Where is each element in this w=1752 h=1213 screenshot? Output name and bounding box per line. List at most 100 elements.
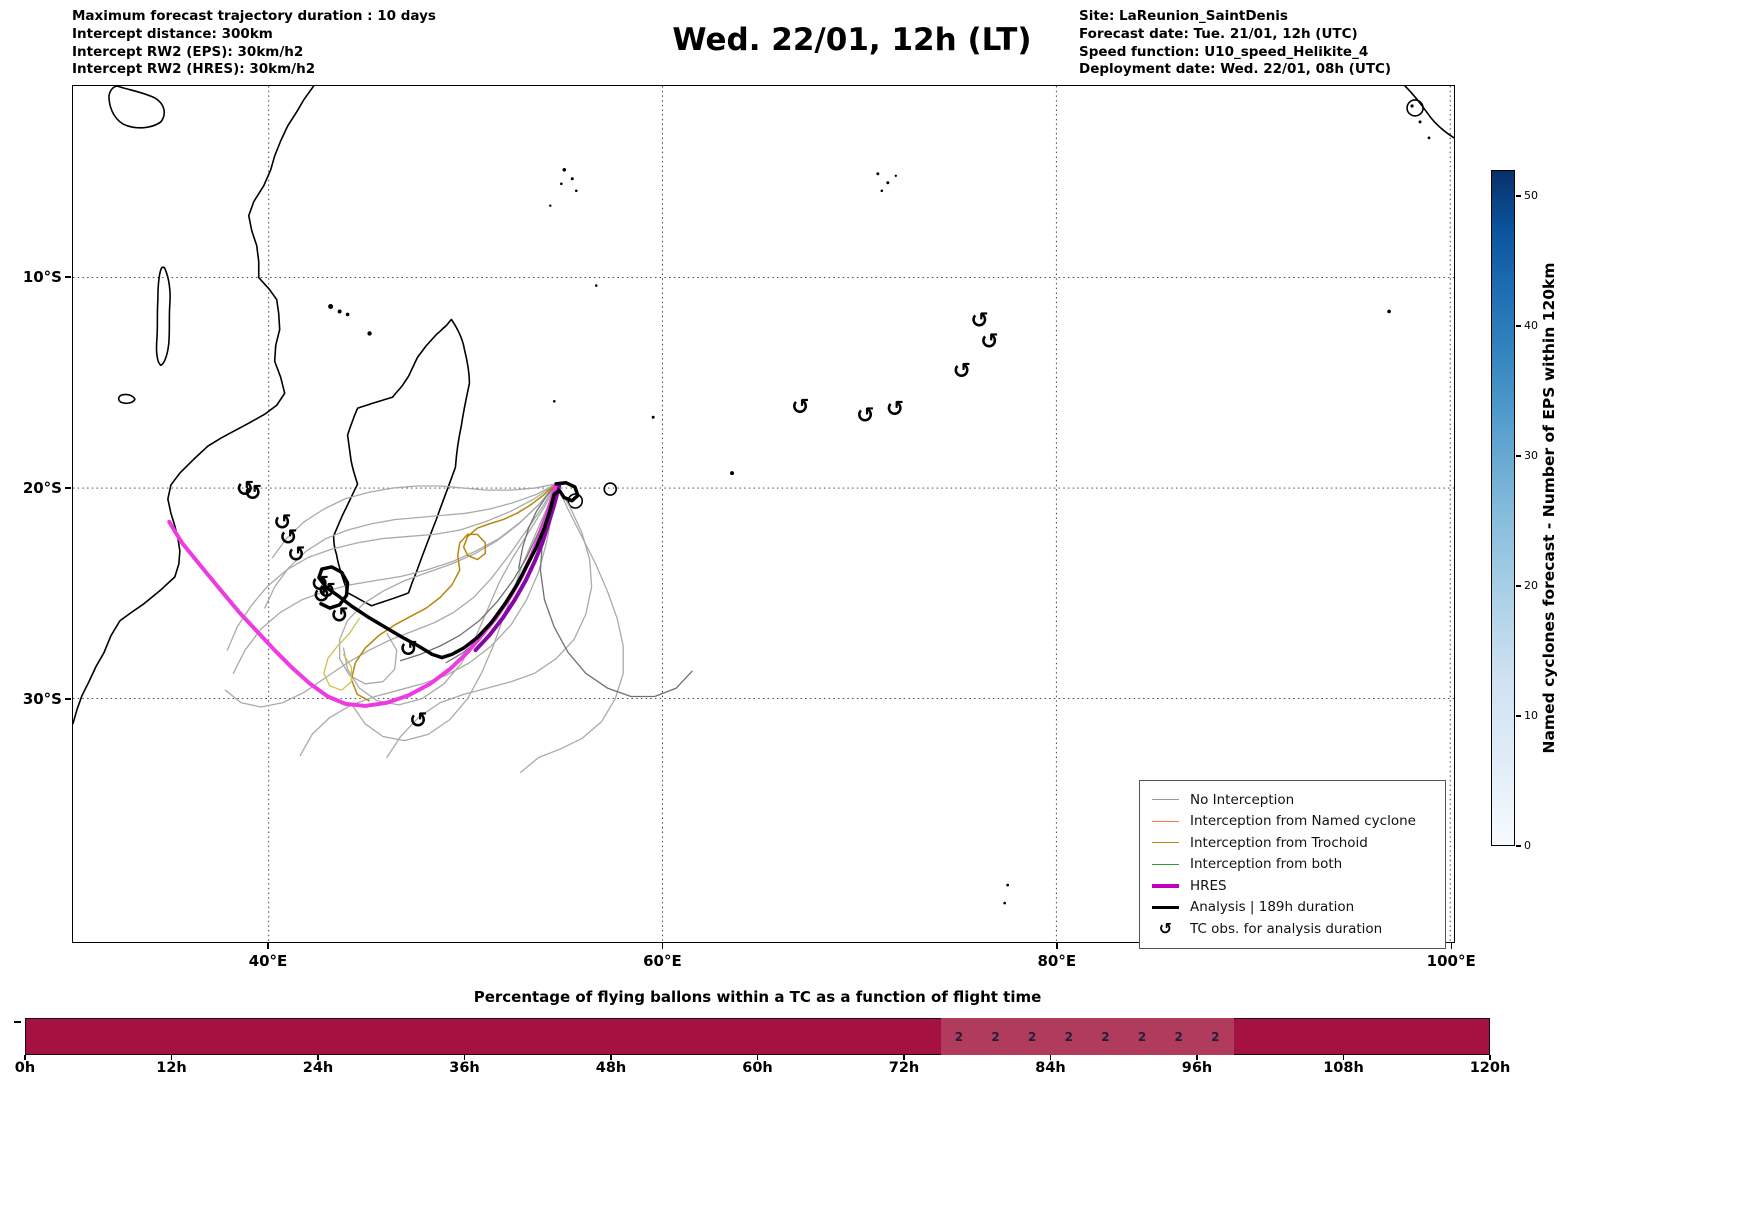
legend-row: Analysis | 189h duration (1152, 897, 1433, 919)
coastline (108, 86, 166, 129)
colorbar-tick-mark (1516, 195, 1521, 197)
legend-row: No Interception (1152, 789, 1433, 811)
island-dot (574, 189, 578, 193)
header-line: Intercept distance: 300km (72, 25, 273, 42)
tc-obs-symbol: ↺ (791, 395, 809, 420)
header-line: Forecast date: Tue. 21/01, 12h (UTC) (1079, 25, 1358, 42)
tc-obs-symbol: ↺ (236, 477, 254, 502)
island-dot (367, 331, 372, 336)
trajectory-hres-near-launch (473, 483, 562, 653)
island-dot (345, 312, 350, 317)
island-dot (328, 303, 334, 309)
island-dot (651, 415, 655, 419)
x-tick-mark (1056, 943, 1058, 949)
bottom-x-tick-label: 12h (156, 1060, 187, 1076)
legend-line-swatch (1152, 883, 1179, 888)
bottom-x-tick-label: 0h (14, 1060, 36, 1076)
page-title: Wed. 22/01, 12h (LT) (672, 22, 1032, 58)
bottom-chart-title: Percentage of flying ballons within a TC… (473, 988, 1042, 1006)
island-dot (1006, 883, 1010, 887)
colorbar-tick-label: 40 (1524, 319, 1538, 332)
x-tick-mark (267, 943, 269, 949)
island-dot (1003, 901, 1006, 905)
tc-percentage-label: 2 (1101, 1030, 1110, 1044)
y-tick-mark (65, 276, 71, 278)
trajectory-no-interception (352, 483, 557, 742)
coastline (1404, 86, 1454, 139)
legend-line-swatch (1152, 905, 1179, 909)
legend: No Interception Interception from Named c… (1139, 780, 1446, 949)
tc-obs-symbol: ↺ (886, 397, 904, 422)
legend-label: No Interception (1190, 791, 1295, 808)
trajectory-trochoid-light (323, 617, 360, 691)
bottom-x-tick-label: 24h (302, 1060, 334, 1076)
tc-obs-symbol: ↺ (970, 309, 988, 334)
island-dot (880, 189, 884, 193)
island-dot (894, 174, 898, 177)
colorbar-tick-mark (1516, 325, 1521, 327)
trajectory-no-interception-dark (539, 483, 693, 698)
tc-obs-symbol: ↺ (318, 579, 336, 604)
y-tick-label: 10°S (22, 268, 62, 286)
coastline (73, 86, 315, 725)
bottom-x-tick-mark (24, 1055, 26, 1060)
trajectory-no-interception (338, 483, 557, 685)
tc-obs-symbol: ↺ (409, 709, 427, 734)
legend-line-swatch (1152, 842, 1179, 844)
island-dot (562, 168, 567, 172)
legend-line (1152, 905, 1179, 909)
x-tick-label: 80°E (1037, 952, 1077, 970)
trajectory-no-interception (386, 483, 593, 759)
legend-line (1152, 883, 1179, 888)
tc-obs-symbol: ↺ (330, 603, 348, 628)
tc-percentage-label: 2 (991, 1030, 1000, 1044)
trajectory-trochoid (350, 483, 557, 702)
tc-obs-icon-glyph: ↺ (1158, 918, 1173, 938)
tc-percentage-label: 2 (1211, 1030, 1220, 1044)
y-tick-mark (65, 698, 71, 700)
legend-row: Interception from Named cyclone (1152, 811, 1433, 833)
bottom-x-tick-label: 60h (742, 1060, 773, 1076)
colorbar-label: Named cyclones forecast - Number of EPS … (1540, 262, 1558, 754)
island-dot (337, 309, 342, 314)
colorbar (1491, 170, 1515, 846)
legend-line-swatch (1152, 863, 1179, 865)
trajectory-analysis (317, 481, 580, 660)
header-line: Deployment date: Wed. 22/01, 08h (UTC) (1079, 61, 1392, 78)
header-line: Speed function: U10_speed_Helikite_4 (1079, 43, 1369, 60)
island-dot (570, 177, 574, 181)
tc-percentage-label: 2 (954, 1030, 964, 1044)
colorbar-tick-mark (1516, 715, 1521, 717)
island-dot (730, 471, 735, 476)
island-dot (549, 204, 552, 207)
legend-row: ↺ TC obs. for analysis duration (1152, 918, 1433, 940)
colorbar-tick-label: 30 (1524, 449, 1538, 462)
y-tick-label: 20°S (22, 479, 62, 497)
legend-line-swatch (1152, 799, 1179, 801)
island-dot (553, 399, 556, 403)
trajectory-no-interception-dark (518, 483, 557, 569)
tc-obs-symbol: ↺ (244, 481, 262, 506)
header-line: Intercept RW2 (EPS): 30km/h2 (72, 43, 304, 60)
island-dot (559, 182, 563, 186)
legend-line-swatch (1152, 820, 1179, 822)
tc-obs-symbol: ↺ (279, 525, 297, 550)
island-dot (1427, 136, 1431, 140)
legend-row: Interception from Trochoid (1152, 832, 1433, 854)
legend-line (1152, 863, 1179, 865)
colorbar-tick-label: 0 (1524, 839, 1531, 852)
tc-obs-icon: ↺ (1152, 918, 1179, 938)
bottom-x-tick-mark (1049, 1055, 1052, 1060)
header-right-block: Site: LaReunion_SaintDenis Forecast date… (1079, 8, 1391, 79)
legend-label: HRES (1190, 877, 1227, 894)
colorbar-tick-label: 20 (1524, 579, 1538, 592)
island-dot (876, 172, 880, 176)
trajectory-no-interception (264, 483, 557, 609)
trajectory-no-interception (520, 483, 624, 773)
trajectory-no-interception (271, 483, 557, 559)
island-outline (603, 482, 618, 496)
bottom-x-tick-mark (463, 1055, 466, 1060)
header-line: Site: LaReunion_SaintDenis (1079, 8, 1288, 24)
bottom-chart-bar (25, 1018, 1490, 1055)
bottom-x-tick-label: 108h (1323, 1060, 1364, 1076)
